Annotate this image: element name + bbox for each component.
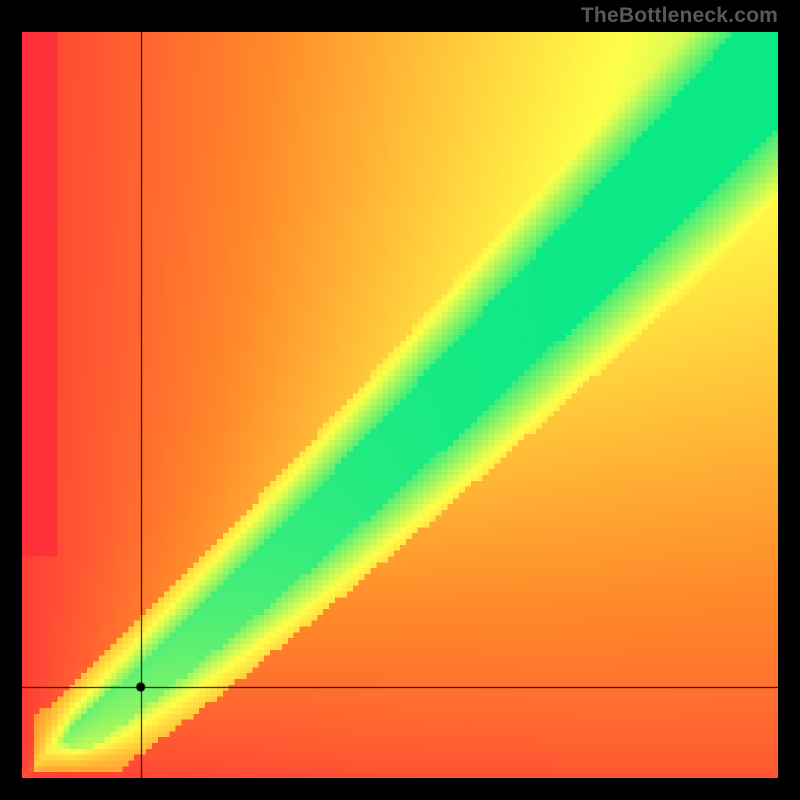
figure-container: { "figure": { "width_px": 800, "height_p… <box>0 0 800 800</box>
crosshair-overlay <box>22 32 778 778</box>
watermark-text: TheBottleneck.com <box>581 4 778 28</box>
